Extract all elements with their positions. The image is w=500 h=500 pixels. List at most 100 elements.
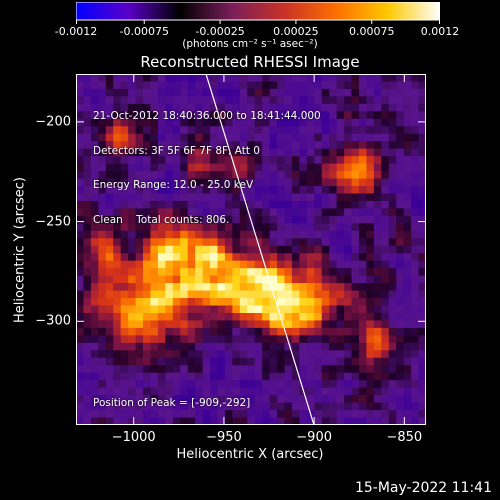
heatmap-pixel xyxy=(83,268,92,277)
heatmap-pixel xyxy=(321,342,330,351)
heatmap-pixel xyxy=(351,410,360,418)
heatmap-pixel xyxy=(277,215,285,224)
colorbar-tick-label: -0.00025 xyxy=(195,25,245,38)
heatmap-pixel xyxy=(299,290,308,299)
heatmap-pixel xyxy=(172,141,181,150)
heatmap-pixel xyxy=(321,298,330,306)
heatmap-pixel xyxy=(351,387,360,396)
heatmap-pixel xyxy=(172,387,181,396)
heatmap-pixel xyxy=(299,350,308,359)
heatmap-pixel xyxy=(418,335,426,344)
heatmap-pixel xyxy=(128,253,136,262)
heatmap-pixel xyxy=(83,96,92,105)
heatmap-pixel xyxy=(98,342,107,351)
heatmap-pixel xyxy=(210,118,218,127)
heatmap-pixel xyxy=(396,118,405,127)
heatmap-pixel xyxy=(269,148,278,157)
heatmap-pixel xyxy=(120,335,129,344)
heatmap-pixel xyxy=(128,81,136,90)
heatmap-pixel xyxy=(299,365,308,374)
heatmap-pixel xyxy=(180,215,189,224)
heatmap-pixel xyxy=(291,215,300,224)
heatmap-pixel xyxy=(291,81,300,90)
heatmap-pixel xyxy=(299,275,308,284)
heatmap-pixel xyxy=(90,126,99,135)
heatmap-pixel xyxy=(284,245,293,254)
heatmap-pixel xyxy=(366,245,375,254)
heatmap-pixel xyxy=(351,320,360,329)
heatmap-pixel xyxy=(277,283,285,291)
heatmap-pixel xyxy=(83,81,92,90)
heatmap-pixel xyxy=(351,402,360,411)
heatmap-pixel xyxy=(381,350,390,359)
heatmap-pixel xyxy=(239,133,248,142)
heatmap-pixel xyxy=(150,88,159,97)
heatmap-pixel xyxy=(165,350,174,359)
colorbar-tick-label: 0.00075 xyxy=(349,25,395,38)
heatmap-pixel xyxy=(202,357,211,366)
heatmap-pixel xyxy=(262,298,271,306)
heatmap-pixel xyxy=(277,372,285,381)
heatmap-pixel xyxy=(358,245,367,254)
heatmap-pixel xyxy=(247,268,256,277)
heatmap-pixel xyxy=(232,193,241,202)
heatmap-pixel xyxy=(224,290,233,299)
heatmap-pixel xyxy=(128,186,136,194)
heatmap-pixel xyxy=(210,200,218,209)
heatmap-pixel xyxy=(351,357,360,366)
heatmap-pixel xyxy=(277,357,285,366)
heatmap-pixel xyxy=(396,305,405,314)
heatmap-pixel xyxy=(291,103,300,112)
heatmap-pixel xyxy=(358,223,367,232)
heatmap-pixel xyxy=(90,96,99,105)
heatmap-pixel xyxy=(143,275,151,284)
heatmap-pixel xyxy=(157,342,166,351)
solar-limb-line xyxy=(205,74,315,425)
heatmap-pixel xyxy=(358,200,367,209)
heatmap-pixel xyxy=(187,350,196,359)
heatmap-pixel xyxy=(388,275,397,284)
heatmap-pixel xyxy=(165,133,174,142)
heatmap-pixel xyxy=(351,327,360,336)
heatmap-pixel xyxy=(128,156,136,165)
heatmap-pixel xyxy=(172,260,181,269)
heatmap-pixel xyxy=(113,148,122,157)
x-axis-tick-label: −950 xyxy=(206,430,242,445)
heatmap-pixel xyxy=(83,260,92,269)
heatmap-pixel xyxy=(180,156,189,165)
heatmap-pixel xyxy=(418,320,426,329)
heatmap-pixel xyxy=(113,380,122,389)
heatmap-pixel xyxy=(128,372,136,381)
heatmap-pixel xyxy=(202,96,211,105)
heatmap-pixel xyxy=(232,96,241,105)
heatmap-pixel xyxy=(366,395,375,403)
heatmap-pixel xyxy=(172,305,181,314)
heatmap-pixel xyxy=(157,283,166,291)
heatmap-pixel xyxy=(321,410,330,418)
heatmap-pixel xyxy=(336,223,345,232)
heatmap-pixel xyxy=(291,193,300,202)
heatmap-pixel xyxy=(232,372,241,381)
heatmap-pixel xyxy=(247,193,256,202)
heatmap-pixel xyxy=(314,215,323,224)
heatmap-pixel xyxy=(284,200,293,209)
heatmap-pixel xyxy=(284,118,293,127)
heatmap-pixel xyxy=(344,230,352,239)
heatmap-pixel xyxy=(306,395,315,403)
heatmap-pixel xyxy=(366,342,375,351)
heatmap-pixel xyxy=(269,96,278,105)
heatmap-pixel xyxy=(284,126,293,135)
heatmap-pixel xyxy=(83,156,92,165)
heatmap-pixel xyxy=(254,186,263,194)
heatmap-pixel xyxy=(210,126,218,135)
heatmap-pixel xyxy=(217,193,226,202)
heatmap-pixel xyxy=(277,253,285,262)
heatmap-pixel xyxy=(388,298,397,306)
heatmap-pixel xyxy=(113,320,122,329)
heatmap-pixel xyxy=(180,230,189,239)
heatmap-pixel xyxy=(98,193,107,202)
heatmap-pixel xyxy=(403,350,412,359)
heatmap-pixel xyxy=(83,410,92,418)
heatmap-pixel xyxy=(195,305,203,314)
heatmap-pixel xyxy=(143,298,151,306)
